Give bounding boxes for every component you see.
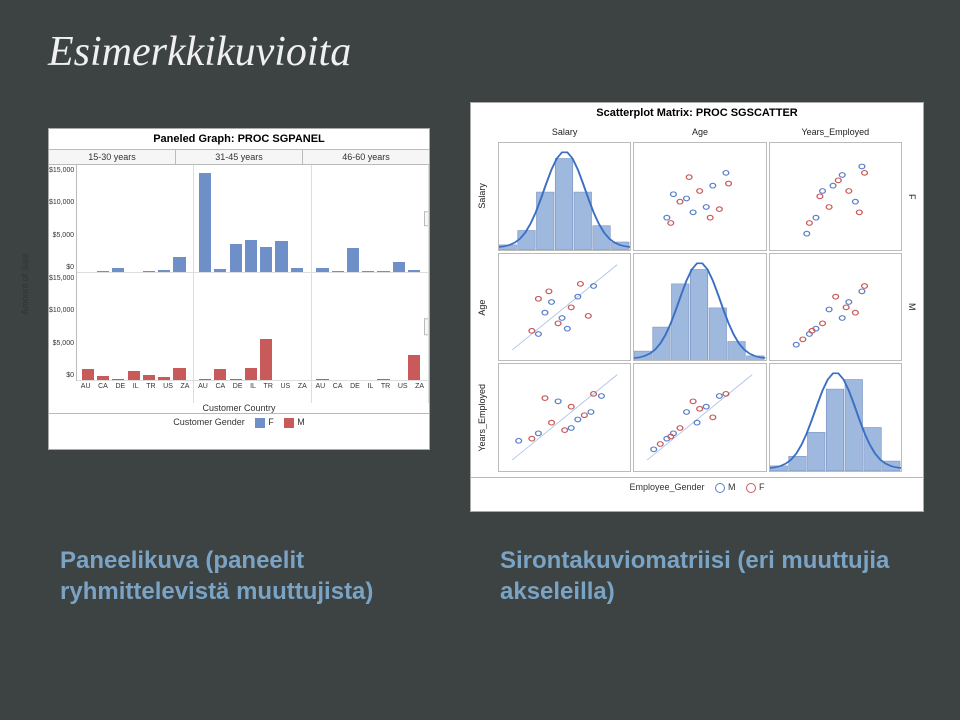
bar [112,268,124,272]
panel-cell [194,273,311,381]
bar [260,247,272,272]
bar [230,379,242,380]
matrix-legend-title: Employee_Gender [629,482,704,492]
legend-ring-f [746,483,756,493]
matrix-title: Scatterplot Matrix: PROC SGSCATTER [471,103,923,123]
bar [199,173,211,272]
matrix-side-label: F [903,141,917,252]
legend-label-f: F [759,482,765,492]
bar [214,269,226,272]
bar [332,271,344,272]
bar [393,262,405,272]
panel-cell [194,165,311,273]
facet-row: M [424,318,429,336]
bar [347,248,359,272]
matrix-cell [498,363,631,472]
legend-swatch-f [255,418,265,428]
bar [143,271,155,272]
matrix-col-header: Salary [497,125,632,141]
bar [377,271,389,272]
panel-legend: Customer Gender F M [49,413,429,431]
matrix-row-header: Years_Employed [477,362,497,473]
bar [408,270,420,272]
matrix-col-header: Age [632,125,767,141]
matrix-side-label [903,362,917,473]
matrix-cell [769,253,902,362]
bar [316,268,328,272]
matrix-row-header: Age [477,252,497,363]
bar [97,376,109,380]
bar [377,379,389,380]
bar [173,257,185,272]
panel-col-strip: 15-30 years31-45 years46-60 years [49,149,429,165]
bar [158,270,170,272]
legend-ring-m [715,483,725,493]
bar [260,339,272,380]
caption-right: Sirontakuviomatriisi (eri muuttujia akse… [500,545,920,607]
bar [245,240,257,272]
panel-xaxis: AUCADEILTRUSZAAUCADEILTRUSZAAUCADEILTRUS… [77,381,429,403]
legend-label-m: M [728,482,736,492]
matrix-cell [769,363,902,472]
panel-xlabel: Customer Country [49,403,429,413]
panel-cell: F [312,165,429,273]
scatter-matrix: Scatterplot Matrix: PROC SGSCATTER Salar… [470,102,924,512]
matrix-cell [633,142,766,251]
legend-label-m: M [297,417,305,427]
bar [275,241,287,272]
matrix-row-header: Salary [477,141,497,252]
panel-legend-title: Customer Gender [173,417,245,427]
bar [112,379,124,380]
slide: Esimerkkikuvioita Paneled Graph: PROC SG… [0,0,960,720]
facet-col: 46-60 years [303,150,429,164]
panel-chart: Paneled Graph: PROC SGPANEL 15-30 years3… [48,128,430,450]
bar [408,355,420,380]
matrix-cell [498,142,631,251]
bar [158,377,170,380]
facet-row: F [424,211,429,227]
matrix-cell [633,253,766,362]
bar [143,375,155,380]
slide-title: Esimerkkikuvioita [48,28,351,76]
panel-cell [77,273,194,381]
matrix-legend: Employee_Gender M F [471,477,923,497]
facet-col: 31-45 years [176,150,303,164]
panel-yticks: $15,000$10,000$5,000$0 [49,273,77,381]
bar [97,271,109,272]
bar [214,369,226,380]
bar [362,271,374,272]
matrix-grid: SalaryAgeYears_EmployedSalaryFAgeMYears_… [471,123,923,473]
legend-swatch-m [284,418,294,428]
matrix-cell [769,142,902,251]
legend-label-f: F [268,417,274,427]
matrix-side-label: M [903,252,917,363]
bar [245,368,257,380]
panel-title: Paneled Graph: PROC SGPANEL [49,129,429,149]
panel-ylabel: Amount of Sale [20,253,30,315]
facet-col: 15-30 years [49,150,176,164]
bar [82,369,94,380]
bar [316,379,328,380]
panel-cell [77,165,194,273]
bar [291,268,303,272]
bar [128,371,140,380]
caption-left: Paneelikuva (paneelit ryhmittelevistä mu… [60,545,440,607]
panel-grid: Amount of Sale $15,000$10,000$5,000$0F$1… [49,165,429,403]
matrix-cell [498,253,631,362]
panel-cell: M [312,273,429,381]
panel-yticks: $15,000$10,000$5,000$0 [49,165,77,273]
bar [230,244,242,272]
matrix-col-header: Years_Employed [768,125,903,141]
matrix-cell [633,363,766,472]
bar [173,368,185,380]
bar [199,379,211,380]
